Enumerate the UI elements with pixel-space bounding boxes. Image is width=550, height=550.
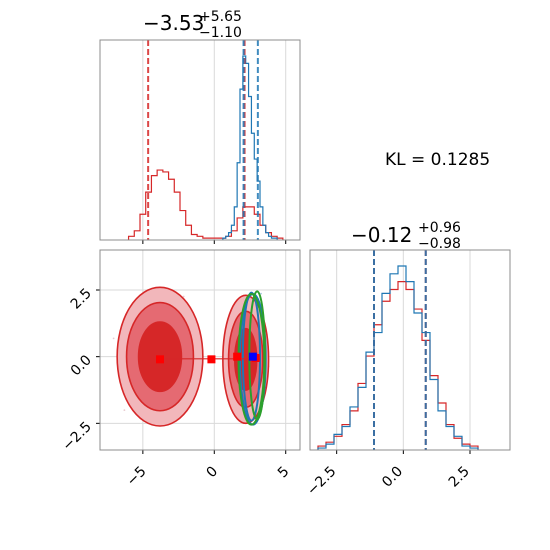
joint-marker-blue: [248, 352, 257, 361]
joint-contour-ellipse: [241, 291, 262, 422]
title-y-group: −0.12 +0.96 −0.98: [351, 220, 461, 252]
joint-sample-point: [182, 295, 185, 298]
marginal-x-series-1: [222, 55, 278, 240]
title-x-main: −3.53: [143, 11, 204, 35]
kl-label: KL = 0.1285: [385, 150, 490, 170]
marginal-y-bg: [310, 250, 510, 450]
marginal-x-series-0: [127, 169, 284, 240]
title-x-sub: −1.10: [199, 25, 242, 41]
title-x-sup: +5.65: [199, 9, 242, 25]
panel-marginal-x: [99, 39, 301, 244]
title-y-main: −0.12: [351, 223, 412, 247]
panel-joint: −5 0 5−2.50.02.5: [59, 249, 301, 489]
joint-marker-red: [207, 355, 216, 364]
marginal-y-series-1: [317, 265, 479, 450]
joint-sample-point: [260, 292, 262, 295]
marginal-x-border: [99, 39, 301, 241]
joint-sample-point: [123, 409, 126, 412]
joint-border: [99, 249, 301, 451]
marginal-y-border: [309, 249, 511, 451]
title-x-group: −3.53 +5.65 −1.10: [143, 9, 242, 41]
marginal-x-bg: [100, 40, 300, 240]
title-y-sup: +0.96: [418, 220, 461, 236]
joint-sample-point: [112, 337, 115, 340]
joint-marker-red: [233, 352, 242, 361]
joint-marker-red: [156, 355, 164, 364]
title-y-sub: −0.98: [418, 236, 461, 252]
